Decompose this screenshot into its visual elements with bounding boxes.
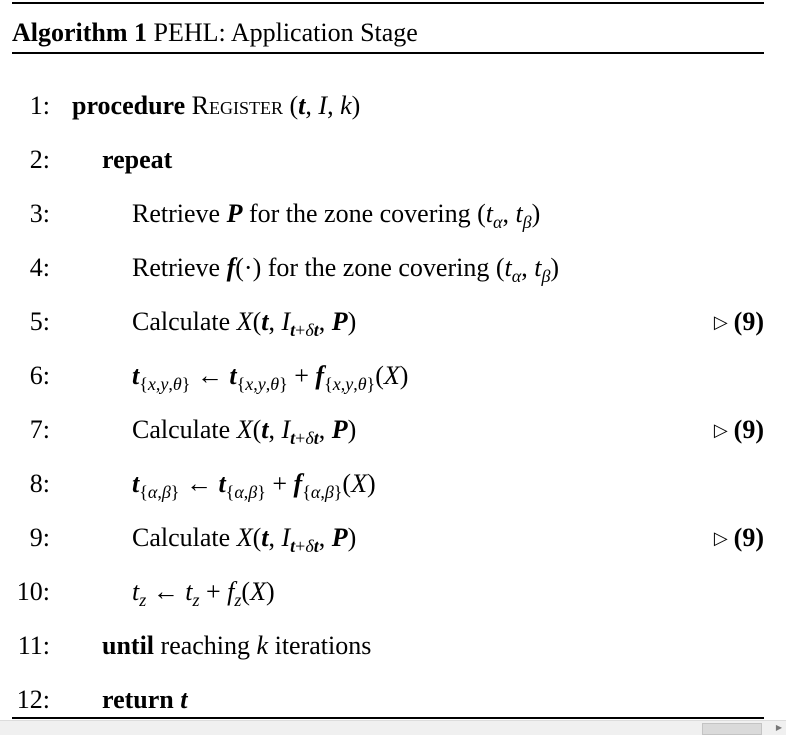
line-content: Retrieve f(·) for the zone covering (tα,… bbox=[132, 253, 560, 286]
caption-rule bbox=[12, 52, 764, 54]
horizontal-scrollbar[interactable]: ▶ bbox=[0, 720, 786, 735]
procedure-args: (t, I, k) bbox=[289, 91, 361, 120]
line-content: tz ← tz + fz(X) bbox=[132, 577, 275, 610]
line-content: Calculate X(t, It+δt, P) bbox=[132, 415, 357, 448]
line-number: 9: bbox=[29, 523, 50, 552]
keyword-repeat: repeat bbox=[102, 145, 173, 174]
line-number: 10: bbox=[16, 577, 50, 606]
algorithm-line-1: 1: procedure Register (t, I, k) bbox=[0, 86, 786, 126]
algorithm-line-4: 4: Retrieve f(·) for the zone covering (… bbox=[0, 248, 786, 288]
line-content: procedure Register (t, I, k) bbox=[72, 90, 360, 122]
line-content: until reaching k iterations bbox=[102, 631, 372, 660]
algorithm-line-3: 3: Retrieve P for the zone covering (tα,… bbox=[0, 194, 786, 234]
algorithm-line-10: 10: tz ← tz + fz(X) bbox=[0, 572, 786, 612]
equation-reference: ▷ (9) bbox=[713, 415, 764, 444]
algorithm-line-7: 7: Calculate X(t, It+δt, P) ▷ (9) bbox=[0, 410, 786, 450]
algorithm-line-12: 12: return t bbox=[0, 680, 786, 720]
line-number: 3: bbox=[29, 199, 50, 228]
line-content: Retrieve P for the zone covering (tα, tβ… bbox=[132, 199, 541, 232]
algorithm-line-8: 8: t{α,β} ← t{α,β} + f{α,β}(X) bbox=[0, 464, 786, 504]
line-number: 6: bbox=[29, 361, 50, 390]
algorithm-line-2: 2: repeat bbox=[0, 140, 786, 180]
line-number: 12: bbox=[16, 685, 50, 714]
algorithm-line-9: 9: Calculate X(t, It+δt, P) ▷ (9) bbox=[0, 518, 786, 558]
return-value: t bbox=[180, 685, 188, 714]
line-content: t{x,y,θ} ← t{x,y,θ} + f{x,y,θ}(X) bbox=[132, 361, 409, 394]
keyword-procedure: procedure bbox=[72, 91, 186, 120]
line-number: 2: bbox=[29, 145, 50, 174]
algorithm-label: Algorithm 1 bbox=[12, 18, 148, 47]
line-content: Calculate X(t, It+δt, P) bbox=[132, 307, 357, 340]
line-number: 7: bbox=[29, 415, 50, 444]
comment-triangle-icon: ▷ bbox=[713, 528, 728, 548]
comment-triangle-icon: ▷ bbox=[713, 312, 728, 332]
procedure-name: Register bbox=[191, 91, 283, 120]
line-content: t{α,β} ← t{α,β} + f{α,β}(X) bbox=[132, 469, 376, 502]
comment-triangle-icon: ▷ bbox=[713, 420, 728, 440]
line-number: 4: bbox=[29, 253, 50, 282]
algorithm-line-5: 5: Calculate X(t, It+δt, P) ▷ (9) bbox=[0, 302, 786, 342]
line-number: 1: bbox=[29, 91, 50, 120]
algorithm-caption: Algorithm 1 PEHL: Application Stage bbox=[12, 17, 418, 49]
line-content: return t bbox=[102, 684, 187, 716]
top-rule bbox=[12, 2, 764, 4]
bottom-rule bbox=[12, 717, 764, 719]
algorithm-line-11: 11: until reaching k iterations bbox=[0, 626, 786, 666]
algorithm-line-6: 6: t{x,y,θ} ← t{x,y,θ} + f{x,y,θ}(X) bbox=[0, 356, 786, 396]
line-number: 5: bbox=[29, 307, 50, 336]
line-content: Calculate X(t, It+δt, P) bbox=[132, 523, 357, 556]
keyword-return: return bbox=[102, 685, 174, 714]
equation-reference: ▷ (9) bbox=[713, 523, 764, 552]
keyword-until: until bbox=[102, 631, 155, 660]
equation-reference: ▷ (9) bbox=[713, 307, 764, 336]
scroll-right-arrow-icon[interactable]: ▶ bbox=[775, 723, 783, 732]
line-number: 11: bbox=[17, 631, 50, 660]
line-content: repeat bbox=[102, 144, 172, 176]
scrollbar-thumb[interactable] bbox=[702, 723, 762, 735]
line-number: 8: bbox=[29, 469, 50, 498]
algorithm-title: PEHL: Application Stage bbox=[153, 18, 418, 47]
